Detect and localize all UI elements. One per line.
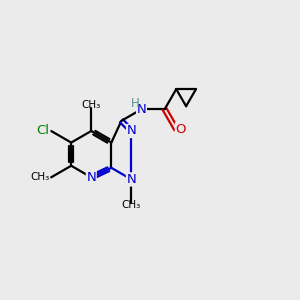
Text: N: N <box>86 171 96 184</box>
Text: H: H <box>130 97 139 110</box>
Text: O: O <box>176 123 186 136</box>
Text: Cl: Cl <box>37 124 50 137</box>
Text: CH₃: CH₃ <box>30 172 50 182</box>
Text: N: N <box>127 173 136 186</box>
Text: N: N <box>136 103 146 116</box>
Text: N: N <box>127 124 136 137</box>
Text: CH₃: CH₃ <box>82 100 101 110</box>
Text: CH₃: CH₃ <box>122 200 141 210</box>
